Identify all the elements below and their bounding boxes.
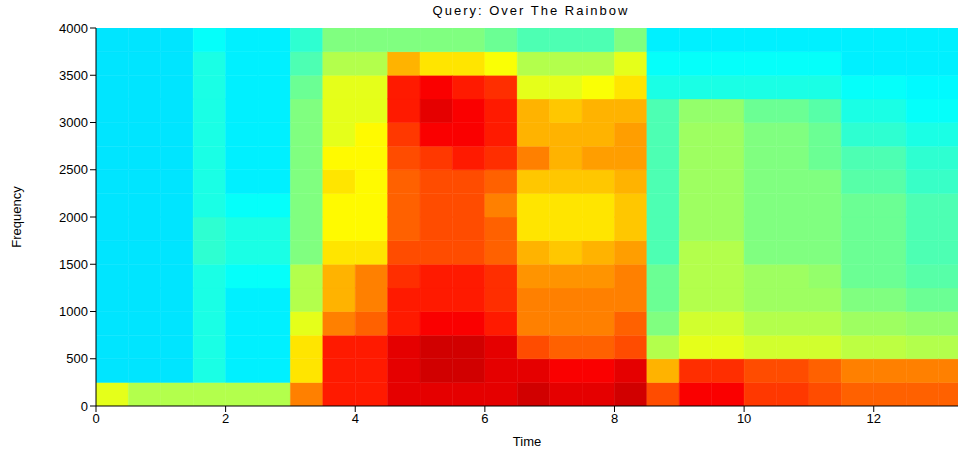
svg-text:500: 500 [66,351,88,366]
svg-text:1000: 1000 [59,304,88,319]
svg-text:4000: 4000 [59,22,88,36]
svg-text:2500: 2500 [59,162,88,177]
svg-text:2000: 2000 [59,210,88,225]
svg-text:1500: 1500 [59,257,88,272]
svg-text:8: 8 [611,411,618,426]
svg-text:0: 0 [92,411,99,426]
svg-text:10: 10 [737,411,751,426]
html-text:Query: Over The Rainbow: Query: Over The Rainbow [432,3,630,18]
svg-text:4: 4 [352,411,359,426]
svg-text:3000: 3000 [59,115,88,130]
svg-text:3500: 3500 [59,68,88,83]
svg-text:0: 0 [81,399,88,414]
svg-text:Frequency: Frequency [9,186,24,248]
svg-text:2: 2 [222,411,229,426]
svg-text:Time: Time [513,434,541,449]
svg-text:6: 6 [481,411,488,426]
svg-text:12: 12 [867,411,881,426]
